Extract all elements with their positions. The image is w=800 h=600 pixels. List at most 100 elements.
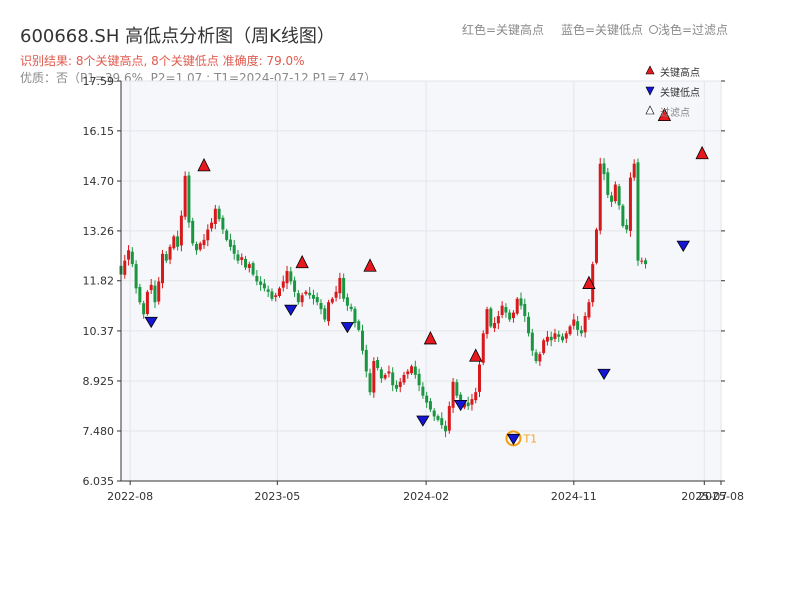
candle-body <box>606 172 610 195</box>
candle-body <box>462 402 466 408</box>
candle-body <box>281 281 285 288</box>
candle-body <box>413 366 417 375</box>
key-high-marker <box>695 145 709 160</box>
candle-body <box>187 175 191 223</box>
candle-body <box>361 330 365 351</box>
candle-body <box>353 308 357 323</box>
candle-body <box>432 410 436 417</box>
candle-body <box>538 354 542 362</box>
candle-body <box>576 321 580 330</box>
candle-body <box>640 260 644 262</box>
t1-label: T1 <box>522 432 537 445</box>
candle-body <box>632 163 636 178</box>
key-low-marker <box>340 322 355 334</box>
candle-body <box>183 175 187 217</box>
y-tick-label: 11.82 <box>83 275 115 288</box>
candles <box>119 157 648 438</box>
candle-body <box>508 312 512 320</box>
candle-body <box>504 307 508 313</box>
candle-body <box>225 230 229 240</box>
candle-body <box>228 239 232 247</box>
x-tick-label: 2025-08 <box>698 490 744 503</box>
candle-body <box>368 373 372 393</box>
candle-body <box>285 271 289 284</box>
x-tick-label: 2023-05 <box>254 490 300 503</box>
candle-body <box>123 260 127 275</box>
candle-body <box>315 297 319 303</box>
candle-body <box>628 177 632 231</box>
candle-body <box>410 366 414 374</box>
candle-body <box>527 316 531 334</box>
candle-body <box>194 244 198 251</box>
candle-body <box>255 275 259 282</box>
candle-body <box>161 253 165 284</box>
candle-body <box>379 369 383 379</box>
legend-text-high: 红色=关键高点 <box>462 23 545 37</box>
candle-body <box>387 371 391 374</box>
key-low-marker <box>284 304 298 316</box>
candle-body <box>330 298 334 303</box>
candle-body <box>149 284 153 291</box>
result-summary: 识别结果: 8个关键高点, 8个关键低点 准确度: 79.0% <box>20 54 305 68</box>
candle-body <box>342 277 346 299</box>
candle-body <box>436 416 440 420</box>
candle-body <box>406 371 410 375</box>
key-high-marker <box>423 331 438 345</box>
candle-body <box>530 332 534 351</box>
candle-body <box>176 236 180 247</box>
candle-body <box>130 251 134 265</box>
y-tick-label: 6.035 <box>83 475 115 488</box>
legend-filtered-marker <box>645 105 655 115</box>
candle-body <box>485 309 489 335</box>
candle-body <box>319 302 323 310</box>
candle-body <box>428 401 432 410</box>
candle-body <box>289 271 293 282</box>
candle-body <box>523 303 527 317</box>
candle-body <box>451 381 455 408</box>
candle-body <box>349 306 353 310</box>
candle-body <box>236 254 240 261</box>
candle-body <box>602 163 606 175</box>
candle-body <box>625 225 629 230</box>
candle-body <box>617 186 621 206</box>
y-tick-label: 10.37 <box>83 325 115 338</box>
key-point-markers: T1 <box>144 107 709 447</box>
candle-body <box>636 162 640 261</box>
candle-body <box>364 349 368 372</box>
candle-body <box>417 373 421 386</box>
candle-body <box>293 280 297 292</box>
key-high-marker <box>657 107 672 122</box>
key-high-marker <box>363 258 377 272</box>
candle-body <box>557 334 561 337</box>
candle-body <box>545 336 549 342</box>
candle-body <box>308 292 312 296</box>
candle-body <box>568 326 572 335</box>
legend-hollow-circle-icon <box>649 25 658 34</box>
y-tick-label: 7.480 <box>83 425 115 438</box>
candle-body <box>534 352 538 362</box>
candle-body <box>613 184 617 202</box>
candle-body <box>300 295 304 303</box>
candle-body <box>447 406 451 431</box>
candle-body <box>398 381 402 388</box>
candle-body <box>145 291 149 314</box>
candle-body <box>217 208 221 220</box>
candle-body <box>496 316 500 324</box>
candle-body <box>127 250 131 260</box>
legend-text-filtered: 浅色=过滤点 <box>649 21 728 38</box>
x-tick-label: 2022-08 <box>107 490 153 503</box>
candle-body <box>142 303 146 315</box>
candle-body <box>644 260 648 265</box>
candle-body <box>213 208 217 224</box>
candle-body <box>553 333 557 339</box>
legend-high-marker <box>645 65 655 75</box>
candle-body <box>323 308 327 320</box>
candle-body <box>587 302 591 318</box>
key-high-marker <box>295 254 309 269</box>
candle-body <box>591 264 595 303</box>
candle-body <box>481 333 485 363</box>
legend-filtered-label: 过滤点 <box>660 106 690 119</box>
candle-body <box>519 298 523 306</box>
candle-body <box>262 283 266 289</box>
